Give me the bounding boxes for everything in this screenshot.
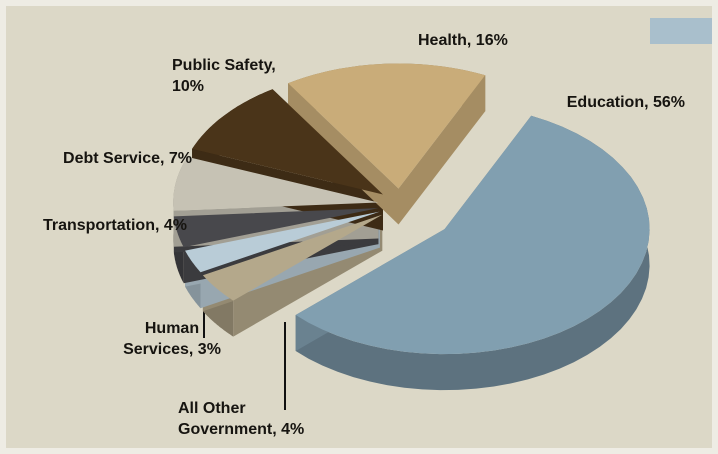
- slice-label: Health, 16%: [418, 32, 508, 49]
- legend-swatch: [650, 18, 712, 44]
- slice-label: Transportation, 4%: [42, 217, 187, 234]
- slice: [185, 211, 380, 273]
- slice-side: [295, 115, 650, 391]
- slice-label: All Other Government, 4%: [178, 400, 305, 438]
- slice: [288, 63, 486, 189]
- slice: [173, 156, 379, 211]
- slice-label: Education, 56%: [566, 94, 685, 111]
- slice-label: Debt Service, 7%: [63, 150, 192, 167]
- slice-label: Human Services, 3%: [123, 320, 221, 358]
- slice-side: [398, 75, 486, 225]
- slice-label: Public Safety, 10%: [172, 57, 276, 95]
- slice: [202, 214, 383, 301]
- slice: [173, 208, 379, 248]
- slice: [295, 115, 650, 355]
- slice: [192, 89, 383, 195]
